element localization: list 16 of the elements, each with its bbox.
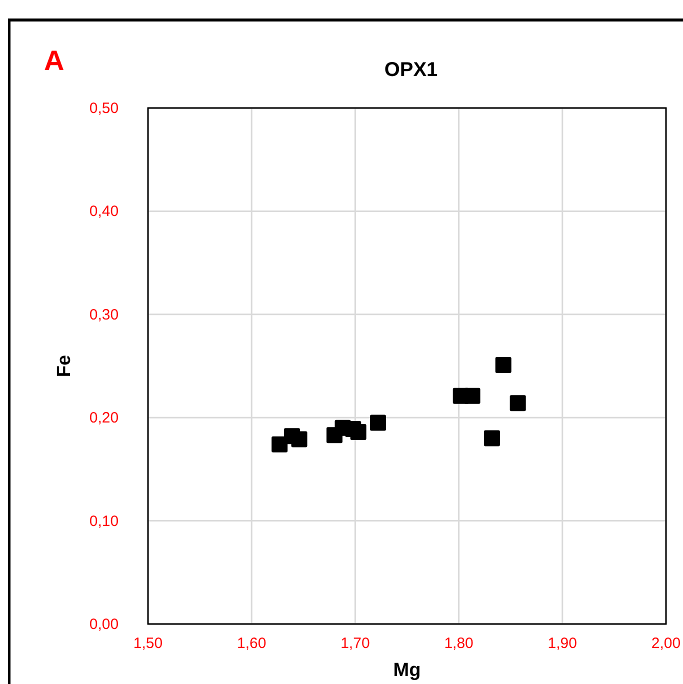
- x-tick-label: 1,50: [133, 635, 163, 652]
- x-tick-label: 2,00: [651, 635, 681, 652]
- y-tick-label: 0,40: [89, 203, 119, 220]
- x-tick-label: 1,60: [237, 635, 266, 652]
- y-axis-title: Fe: [54, 354, 75, 378]
- x-tick-label: 1,90: [548, 635, 577, 652]
- y-tick-label: 0,50: [89, 100, 119, 117]
- chart-title: OPX1: [384, 59, 438, 81]
- y-tick-label: 0,00: [89, 616, 119, 633]
- x-tick-label: 1,80: [444, 635, 474, 652]
- x-axis-title: Mg: [393, 660, 421, 681]
- x-tick-label: 1,70: [340, 635, 370, 652]
- y-tick-label: 0,10: [89, 512, 119, 530]
- y-tick-label: 0,30: [89, 306, 119, 324]
- y-tick-label: 0,20: [89, 410, 119, 427]
- text: A: [44, 45, 64, 76]
